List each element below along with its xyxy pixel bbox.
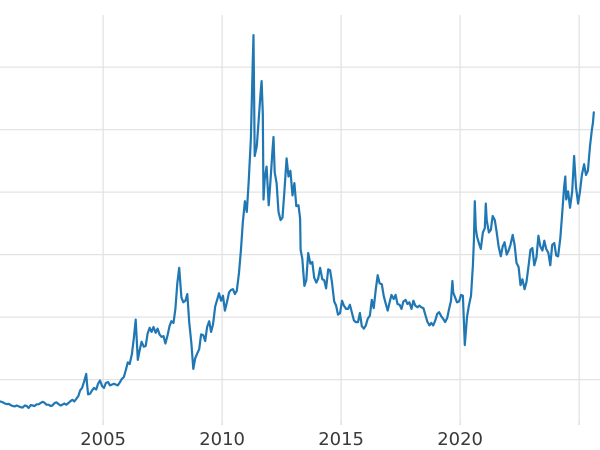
horizontal-gridlines [0,66,600,381]
price-series-line [0,33,595,410]
series-price [0,33,595,410]
x-tick-label: 2020 [437,429,483,450]
x-tick-label: 2010 [199,429,245,450]
x-axis-tick-labels: 2005 2010 2015 2020 [80,429,483,450]
x-tick-label: 2005 [80,429,126,450]
x-axis-ticks [102,421,580,425]
x-tick-label: 2015 [318,429,364,450]
vertical-gridlines [102,15,580,421]
